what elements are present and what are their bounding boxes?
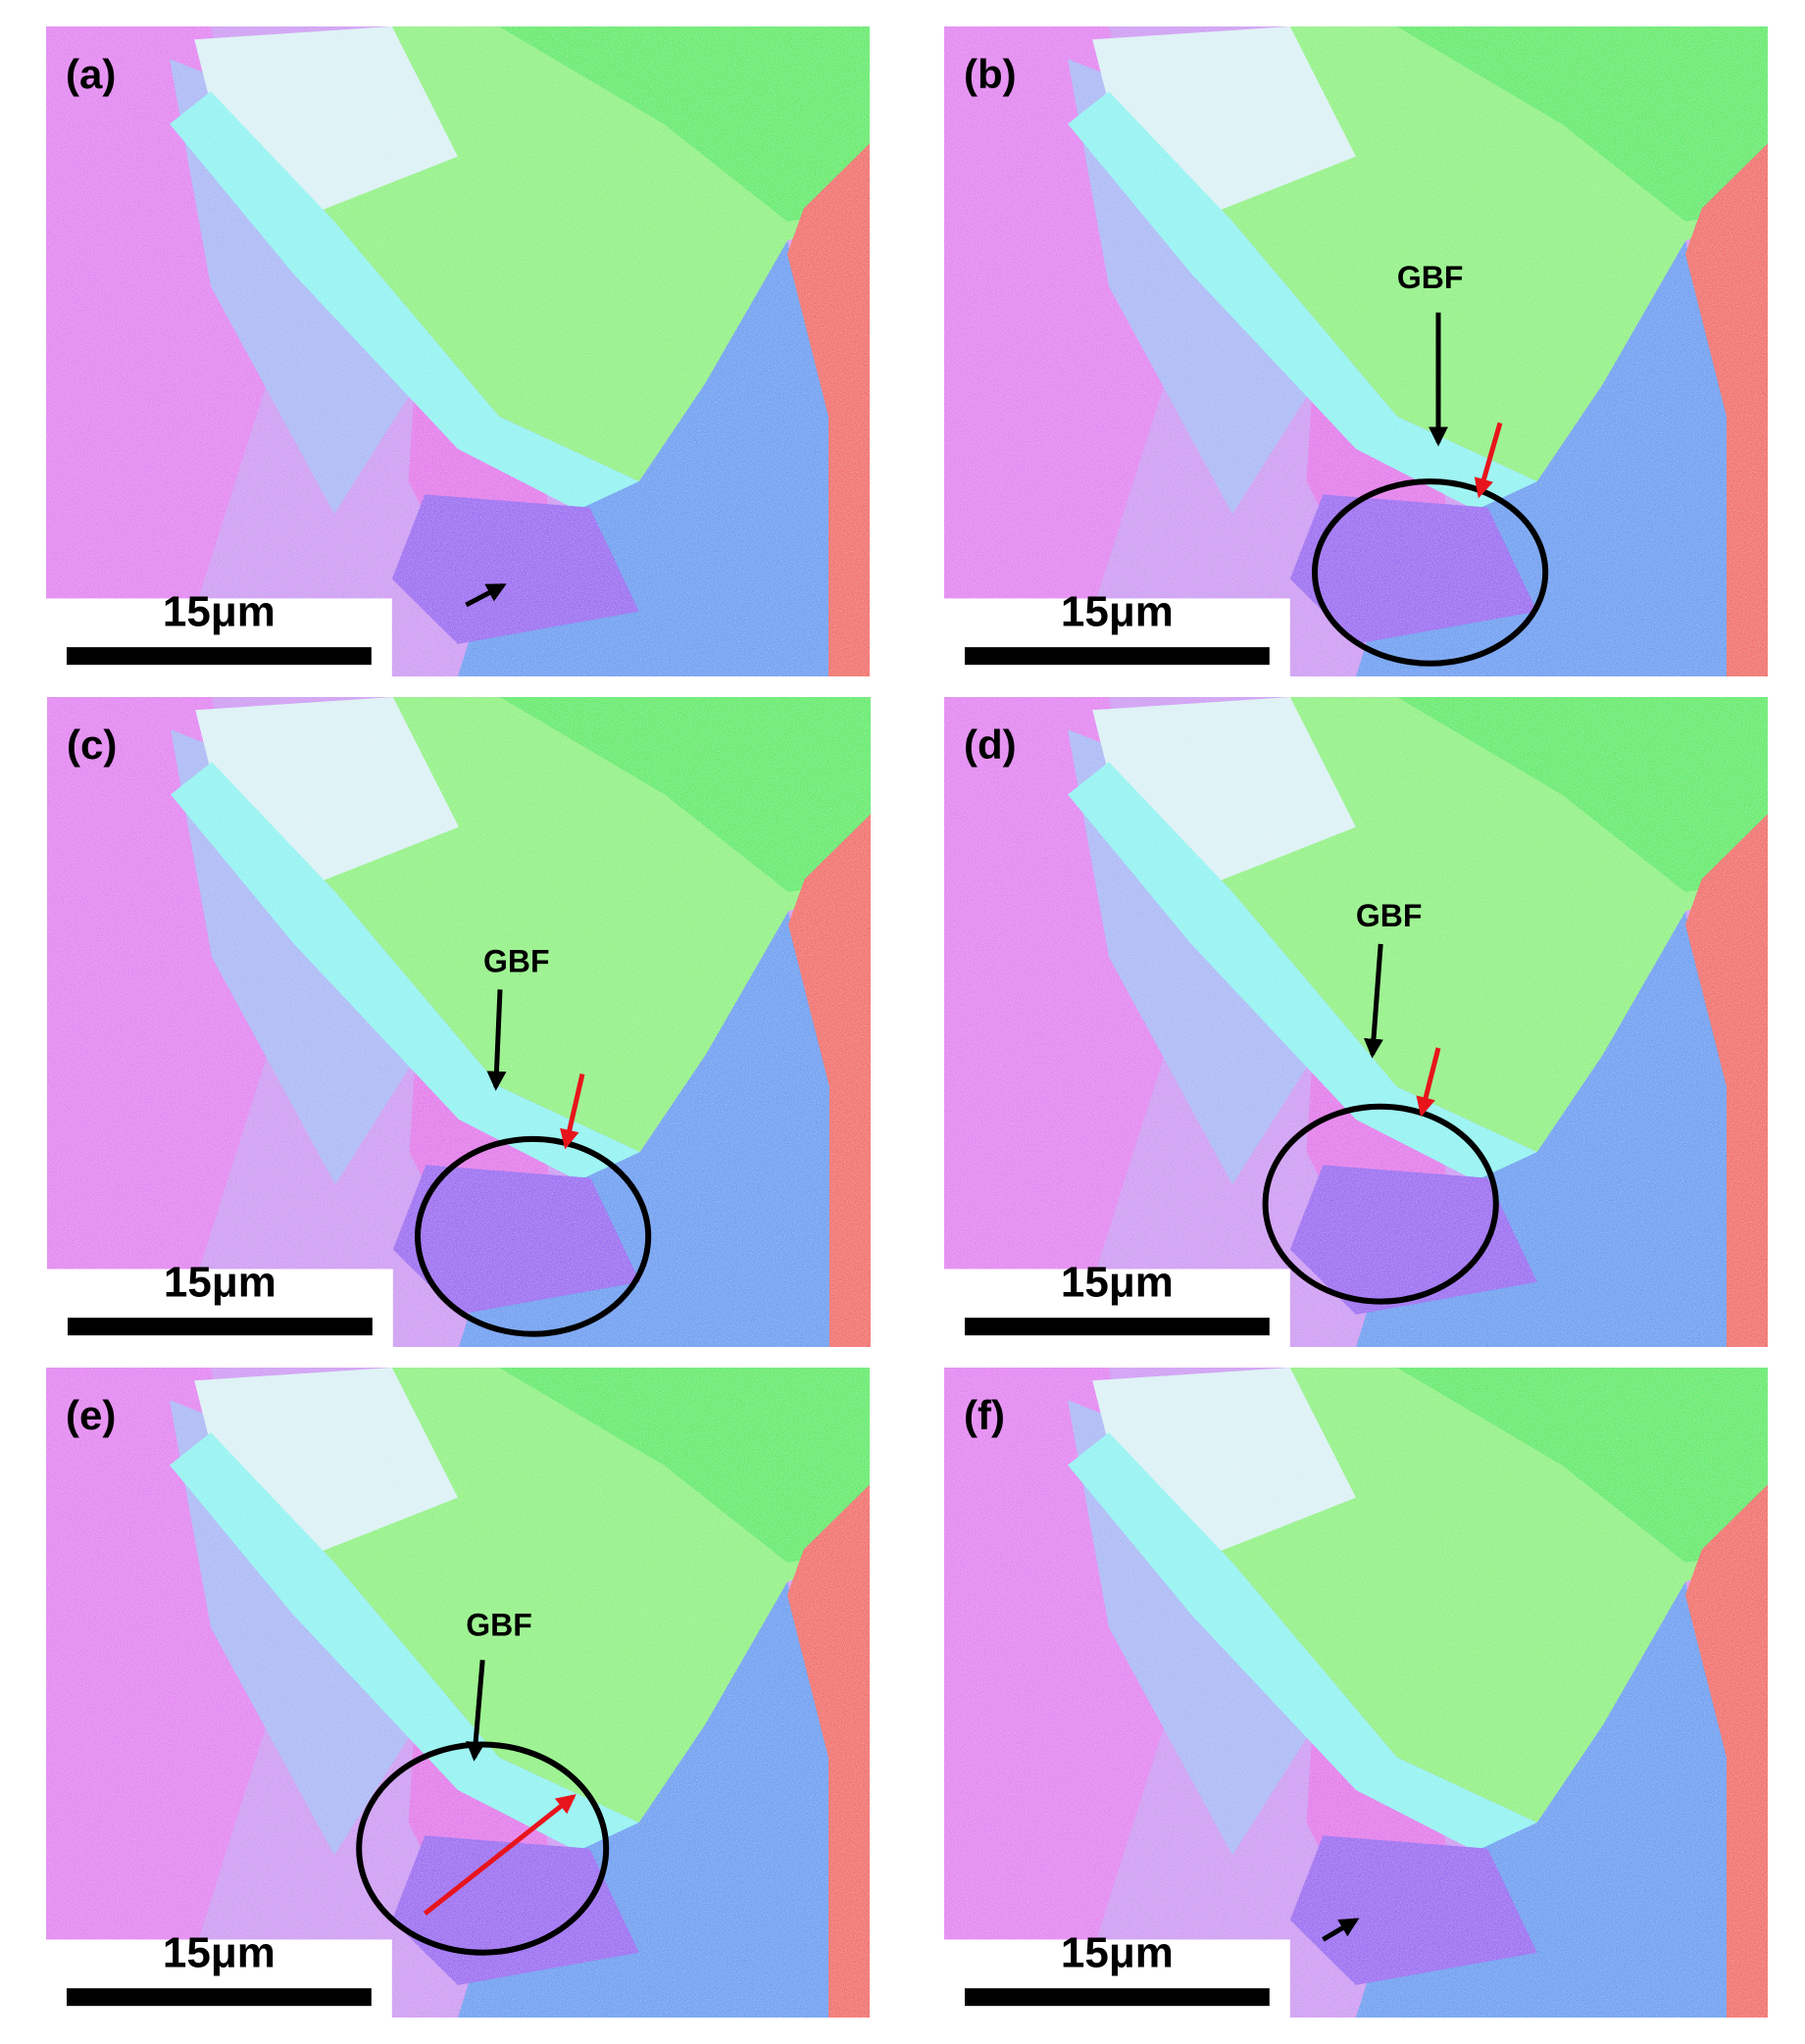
scale-bar [965, 1318, 1270, 1336]
scale-bar [965, 1988, 1270, 2007]
annotation: GBF [466, 1608, 532, 1643]
ebsd-map [47, 697, 871, 1347]
arrow [1364, 943, 1383, 1059]
scale-bar-text: 15μm [1061, 588, 1174, 636]
grain-region [1397, 26, 1768, 222]
scale-bar [965, 647, 1270, 666]
panel: (d) 15μm GBF [944, 697, 1768, 1347]
arrow [1474, 422, 1503, 499]
ebsd-map [944, 26, 1768, 677]
grain-region [1289, 1835, 1537, 1985]
annotation: GBF [1356, 898, 1423, 933]
panel-label: (c) [67, 722, 117, 768]
grain-region [1068, 91, 1537, 534]
ebsd-map [46, 26, 870, 677]
panel-label: (d) [964, 722, 1017, 768]
grain-region [392, 1165, 640, 1315]
grain-region [391, 494, 639, 644]
panel-label: (b) [964, 51, 1017, 97]
scale-bar-text: 15μm [1061, 1929, 1174, 1977]
arrow [423, 1794, 577, 1916]
annotation: GBF [1397, 260, 1464, 295]
grain-region [1397, 1368, 1768, 1563]
arrow [486, 989, 507, 1091]
grain-region [1068, 762, 1537, 1205]
highlight-circle [1312, 478, 1549, 667]
arrow [1416, 1047, 1441, 1118]
grain-region [1685, 143, 1768, 677]
scale-bar [67, 1988, 372, 2007]
scale-bar [67, 647, 372, 666]
grain-region [170, 91, 639, 534]
panel-label: (e) [66, 1392, 116, 1438]
ebsd-map [944, 697, 1768, 1347]
grain-region [1289, 494, 1537, 644]
panel-label: (f) [964, 1392, 1005, 1438]
highlight-circle [356, 1741, 610, 1956]
panel: (c) 15μm GBF [47, 697, 871, 1347]
annotation: GBF [483, 943, 550, 978]
grain-region [1685, 1484, 1768, 2018]
grain-region [1397, 697, 1768, 892]
arrow [466, 1660, 486, 1762]
panel-label: (a) [66, 51, 116, 97]
grain-region [787, 143, 870, 677]
panel: (f) 15μm [944, 1368, 1768, 2018]
grain-region [1068, 1432, 1537, 1875]
panel: (e) 15μm GBF [46, 1368, 870, 2018]
highlight-circle [415, 1135, 652, 1337]
panel: (b) 15μm GBF [944, 26, 1768, 677]
grain-region [1685, 814, 1768, 1347]
grain-region [499, 1368, 870, 1563]
grain-region [500, 697, 871, 892]
grain-region [171, 762, 640, 1205]
panel: (a) 15μm [46, 26, 870, 677]
arrow [560, 1072, 585, 1150]
scale-bar [68, 1318, 373, 1336]
highlight-circle [1262, 1103, 1499, 1305]
scale-bar-text: 15μm [1061, 1259, 1174, 1307]
grain-region [170, 1432, 639, 1875]
ebsd-map [46, 1368, 870, 2018]
arrow [1322, 1918, 1360, 1942]
scale-bar-text: 15μm [163, 1929, 276, 1977]
grain-region [499, 26, 870, 222]
arrow [465, 582, 507, 608]
grain-region [788, 814, 871, 1347]
grain-region [787, 1484, 870, 2018]
ebsd-map [944, 1368, 1768, 2018]
scale-bar-text: 15μm [163, 588, 276, 636]
grain-region [1289, 1165, 1537, 1315]
scale-bar-text: 15μm [164, 1259, 276, 1307]
